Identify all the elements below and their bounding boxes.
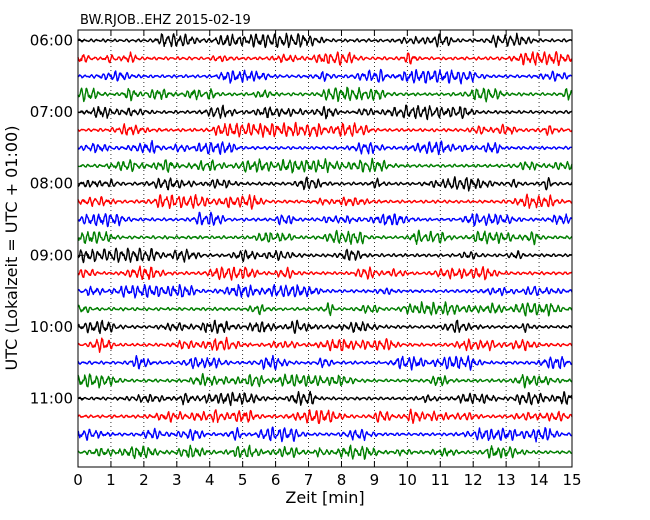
trace-row-13 [77,247,573,264]
x-axis-ticks: 0 1 2 3 4 5 6 7 8 9 10 11 12 13 14 15 [73,30,582,489]
trace-row-22 [77,408,573,425]
trace-row-12 [77,229,573,246]
seismogram-traces [77,32,573,460]
x-tick-label-0: 0 [73,471,83,489]
x-tick-label-6: 6 [271,471,281,489]
x-tick-label-5: 5 [238,471,248,489]
x-tick-label-14: 14 [530,471,549,489]
y-tick-label-06:00: 06:00 [30,32,73,50]
x-tick-label-13: 13 [497,471,516,489]
plot-area-frame [77,29,573,468]
trace-row-4 [77,86,573,103]
trace-row-7 [77,139,573,156]
y-axis-label: UTC (Lokalzeit = UTC + 01:00) [2,126,21,371]
trace-row-1 [77,32,573,49]
trace-row-10 [77,193,573,210]
x-tick-label-10: 10 [398,471,417,489]
trace-row-24 [77,444,573,460]
trace-row-17 [77,319,573,335]
trace-row-19 [77,354,573,371]
x-tick-label-11: 11 [431,471,450,489]
trace-row-8 [77,157,573,174]
trace-row-6 [77,121,573,138]
y-axis-ticks: 06:00 07:00 08:00 09:00 10:00 11:00 [30,32,84,408]
y-tick-label-09:00: 09:00 [30,246,73,264]
trace-row-3 [77,68,573,85]
trace-row-14 [77,265,573,281]
x-tick-label-9: 9 [370,471,380,489]
trace-row-21 [77,390,573,407]
trace-row-16 [77,301,573,317]
trace-row-11 [77,211,573,228]
x-axis-label: Zeit [min] [285,488,364,507]
vertical-gridlines [110,30,540,467]
trace-row-15 [77,284,573,299]
trace-row-23 [77,426,573,443]
x-tick-label-15: 15 [562,471,581,489]
y-tick-label-11:00: 11:00 [30,390,73,408]
trace-row-2 [77,51,573,67]
trace-row-18 [77,336,573,353]
x-tick-label-7: 7 [304,471,314,489]
x-tick-label-12: 12 [464,471,483,489]
trace-row-5 [77,104,573,121]
y-tick-label-10:00: 10:00 [30,318,73,336]
x-tick-label-2: 2 [139,471,149,489]
x-tick-label-8: 8 [337,471,347,489]
x-tick-label-1: 1 [106,471,116,489]
y-tick-label-07:00: 07:00 [30,103,73,121]
chart-title: BW.RJOB..EHZ 2015-02-19 [80,13,251,28]
trace-row-20 [77,372,573,389]
x-tick-label-4: 4 [205,471,215,489]
y-tick-label-08:00: 08:00 [30,175,73,193]
x-tick-label-3: 3 [172,471,182,489]
trace-row-9 [77,176,573,192]
